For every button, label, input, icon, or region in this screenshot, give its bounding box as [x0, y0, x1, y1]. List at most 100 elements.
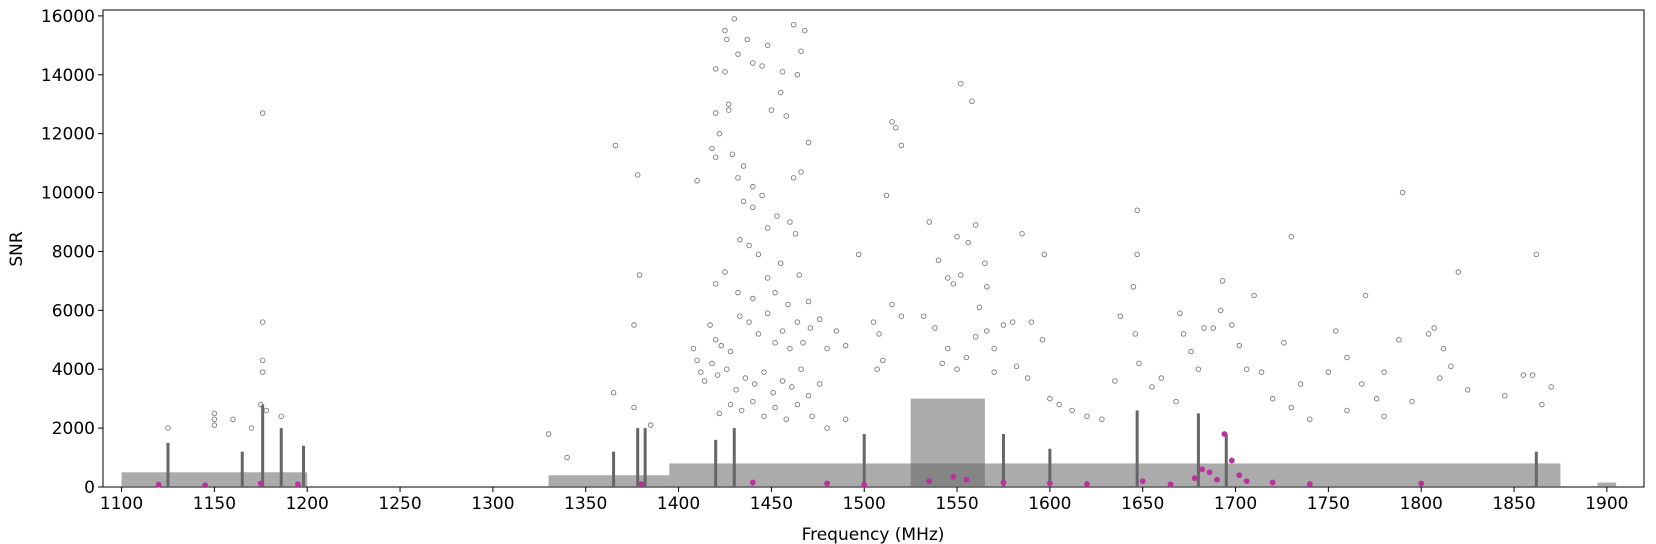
data-point [735, 175, 741, 181]
data-point [1431, 325, 1437, 331]
data-point [783, 113, 789, 119]
data-point [1201, 325, 1207, 331]
data-point [926, 219, 932, 225]
data-point [761, 369, 767, 375]
dense-band [548, 475, 670, 487]
data-point [1440, 345, 1447, 352]
data-point [972, 334, 979, 340]
data-point [709, 360, 715, 367]
data-point [920, 313, 927, 319]
highlight-point [1139, 478, 1146, 485]
data-point [772, 289, 778, 296]
data-point [1084, 413, 1090, 420]
y-tick-label: 8000 [52, 242, 95, 262]
data-point [738, 407, 745, 414]
data-point [258, 401, 264, 408]
data-point [259, 319, 266, 325]
x-tick-label: 1150 [193, 494, 236, 514]
data-point [1359, 381, 1365, 387]
data-point [1344, 354, 1350, 361]
data-point [1136, 360, 1142, 367]
data-point [991, 345, 997, 352]
data-point [759, 192, 765, 199]
data-point [1529, 372, 1536, 378]
data-point [1409, 398, 1415, 405]
data-point [1217, 307, 1224, 314]
highlight-point [1418, 480, 1425, 487]
data-point [874, 366, 880, 372]
data-point [991, 369, 997, 375]
data-point [737, 236, 743, 243]
dense-band [669, 463, 1561, 487]
data-point [724, 36, 730, 43]
data-point [805, 298, 812, 305]
data-point [816, 316, 823, 322]
data-point [783, 416, 789, 423]
data-point [1362, 292, 1369, 299]
data-point [1112, 378, 1118, 384]
highlight-point [861, 481, 868, 488]
data-point [945, 345, 951, 352]
data-point [805, 392, 812, 399]
plot-frame [102, 9, 1645, 488]
data-point [880, 357, 886, 364]
highlight-point [950, 473, 957, 480]
data-point [731, 16, 738, 22]
data-point [796, 272, 802, 278]
x-tick-label: 1600 [1028, 494, 1071, 514]
data-point [230, 416, 236, 423]
data-point [792, 231, 799, 237]
data-point [1455, 269, 1462, 275]
highlight-point [1199, 466, 1206, 473]
highlight-point [202, 482, 209, 489]
data-point [965, 239, 971, 246]
data-point [724, 366, 730, 372]
data-point [772, 339, 778, 346]
data-point [1381, 413, 1387, 420]
data-point [750, 204, 756, 211]
data-point [764, 225, 771, 231]
data-point [1437, 375, 1443, 381]
x-axis: 1100 1150 1200 1250 1300 1350 1400 1450 1500 1550… [100, 487, 1629, 514]
data-point [824, 425, 830, 431]
data-point [972, 222, 979, 228]
data-point [1425, 331, 1432, 337]
highlight-point [1167, 481, 1174, 488]
data-point [798, 366, 804, 372]
data-point [816, 381, 823, 387]
data-point [750, 398, 756, 405]
data-point [725, 107, 732, 113]
data-point [768, 107, 775, 113]
data-point [722, 69, 728, 75]
data-point [790, 175, 797, 181]
data-point [842, 416, 849, 423]
x-tick-label: 1400 [657, 494, 700, 514]
data-point [712, 337, 719, 343]
data-point [950, 281, 957, 287]
data-point [612, 142, 619, 149]
data-point [248, 425, 255, 431]
data-point [722, 27, 728, 34]
y-tick-label: 4000 [52, 360, 95, 380]
outlier-points-layer [165, 16, 1554, 461]
data-point [733, 387, 739, 393]
data-point [770, 390, 776, 396]
data-point [1024, 375, 1031, 381]
highlight-points-layer [155, 431, 1425, 489]
highlight-point [1243, 478, 1250, 485]
highlight-point [1214, 476, 1220, 483]
data-point [1019, 231, 1025, 237]
data-point [833, 328, 840, 334]
data-point [787, 219, 793, 225]
data-point [1399, 189, 1406, 196]
data-point [746, 319, 752, 325]
highlight-point [1221, 431, 1228, 437]
data-point [764, 275, 771, 281]
data-point [855, 251, 862, 258]
data-point [1229, 322, 1235, 328]
data-point [779, 378, 786, 384]
data-point [1269, 395, 1276, 402]
highlight-point [1084, 481, 1090, 487]
highlight-point [926, 478, 933, 485]
